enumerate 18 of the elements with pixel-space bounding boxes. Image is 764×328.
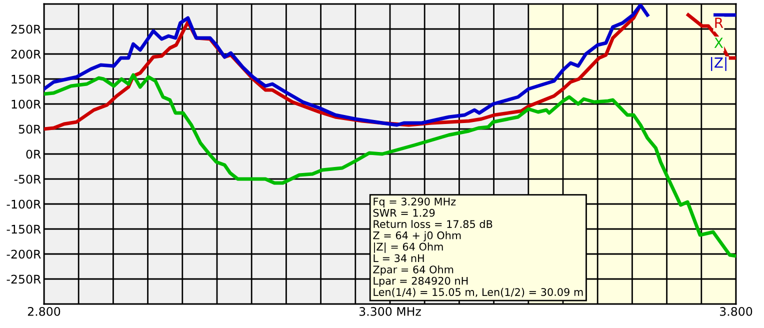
y-tick-label: -250R — [6, 274, 41, 284]
y-tick-label: 200R — [11, 50, 41, 59]
series-label: R — [715, 18, 724, 28]
y-tick-label: -100R — [6, 200, 41, 209]
y-tick-label: 150R — [12, 74, 41, 84]
x-tick-label: 3.300 MHz — [359, 306, 421, 316]
y-tick-label: -50R — [14, 174, 41, 184]
y-tick-label: 100R — [12, 100, 41, 109]
text: |Z| — [711, 57, 726, 71]
x-tick-label: 3.800 — [720, 306, 752, 316]
y-tick-label: -150R — [6, 224, 41, 234]
x-tick-label: 2.800 — [28, 306, 60, 316]
y-tick-label: 250R — [11, 24, 41, 34]
text: X — [714, 38, 724, 48]
y-tick-label: 50R — [18, 124, 41, 134]
y-tick-label: -200R — [6, 250, 41, 259]
y-tick-label: 0R — [26, 150, 41, 159]
text: Fq = 3.290 MHz SWR = 1.29 Return loss = 17.85 dB Z = 64 + j0 Ohm |Z| = 64 Ohm L = 34 nH Zpar = 64 Ohm Lpar = 284920 nH Len(1/4) = 15.05 m, Len(1/2) = 30.09 m — [373, 198, 583, 298]
